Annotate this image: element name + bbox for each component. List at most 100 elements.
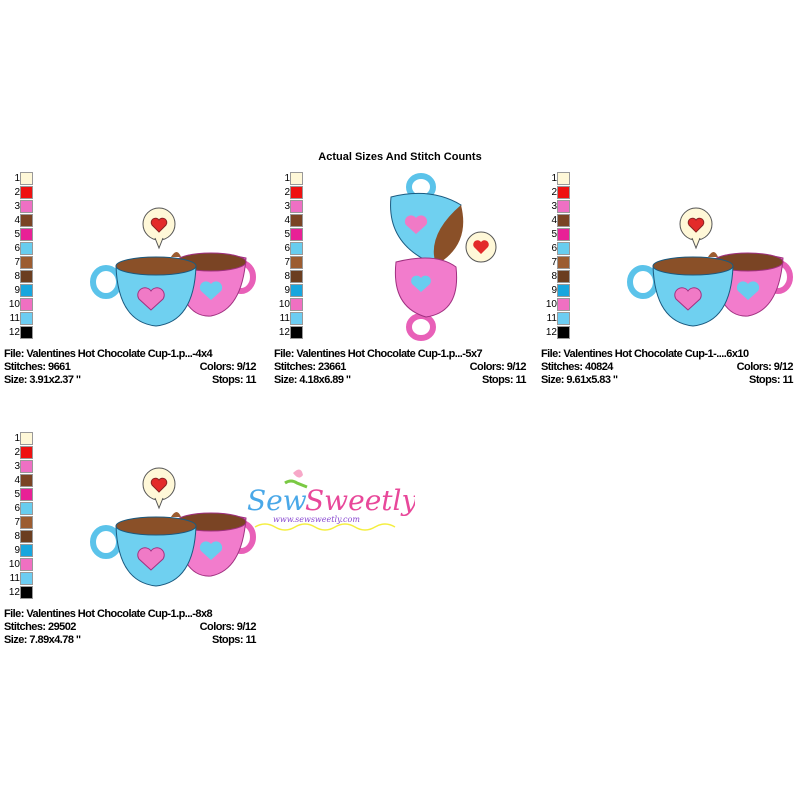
color-box bbox=[557, 186, 570, 199]
file-name: File: Valentines Hot Chocolate Cup-1.p..… bbox=[274, 348, 483, 360]
stitch-count: Stitches: 9661 bbox=[4, 361, 71, 373]
color-swatch: 12 bbox=[274, 326, 304, 339]
color-swatch: 6 bbox=[274, 242, 304, 255]
color-swatch: 6 bbox=[541, 242, 571, 255]
color-number: 1 bbox=[14, 173, 20, 184]
design-preview bbox=[81, 202, 261, 337]
color-box bbox=[557, 172, 570, 185]
color-number: 3 bbox=[14, 461, 20, 472]
color-swatch: 7 bbox=[4, 516, 34, 529]
color-number: 4 bbox=[284, 215, 290, 226]
color-box bbox=[290, 256, 303, 269]
color-swatch: 4 bbox=[4, 474, 34, 487]
color-swatch: 11 bbox=[274, 312, 304, 325]
color-swatch: 7 bbox=[541, 256, 571, 269]
color-swatch: 11 bbox=[541, 312, 571, 325]
color-box bbox=[20, 558, 33, 571]
color-number: 7 bbox=[14, 517, 20, 528]
color-swatch: 9 bbox=[4, 544, 34, 557]
design-size: Size: 3.91x2.37 " bbox=[4, 374, 81, 386]
color-box bbox=[557, 242, 570, 255]
design-preview bbox=[618, 202, 798, 337]
color-number: 3 bbox=[284, 201, 290, 212]
stop-count: Stops: 11 bbox=[212, 374, 257, 386]
color-swatch: 5 bbox=[274, 228, 304, 241]
design-info: File: Valentines Hot Chocolate Cup-1.p..… bbox=[274, 348, 527, 387]
color-swatch: 3 bbox=[4, 460, 34, 473]
design-panel-1: 1 2 3 4 5 6 7 8 9 10 11 12 bbox=[4, 172, 261, 386]
color-count: Colors: 9/12 bbox=[736, 361, 794, 373]
color-number: 6 bbox=[551, 243, 557, 254]
color-box bbox=[20, 298, 33, 311]
color-box bbox=[20, 586, 33, 599]
color-swatch: 5 bbox=[4, 488, 34, 501]
color-box bbox=[290, 200, 303, 213]
blue-cup bbox=[627, 252, 734, 327]
color-number: 7 bbox=[284, 257, 290, 268]
color-number: 5 bbox=[284, 229, 290, 240]
color-number: 8 bbox=[14, 271, 20, 282]
color-count: Colors: 9/12 bbox=[199, 621, 257, 633]
color-number: 1 bbox=[551, 173, 557, 184]
color-box bbox=[20, 172, 33, 185]
color-box bbox=[20, 284, 33, 297]
color-box bbox=[557, 312, 570, 325]
speech-bubble-heart bbox=[142, 467, 176, 510]
color-swatch: 4 bbox=[274, 214, 304, 227]
color-box bbox=[557, 256, 570, 269]
stitch-count: Stitches: 23661 bbox=[274, 361, 346, 373]
color-box bbox=[290, 326, 303, 339]
color-swatch: 3 bbox=[541, 200, 571, 213]
color-swatch: 12 bbox=[4, 586, 34, 599]
color-number: 8 bbox=[284, 271, 290, 282]
color-box bbox=[20, 544, 33, 557]
color-number: 12 bbox=[278, 327, 290, 338]
file-name: File: Valentines Hot Chocolate Cup-1.p..… bbox=[4, 348, 213, 360]
color-box bbox=[290, 284, 303, 297]
color-box bbox=[20, 460, 33, 473]
color-number: 9 bbox=[284, 285, 290, 296]
color-number: 1 bbox=[284, 173, 290, 184]
color-swatch: 5 bbox=[4, 228, 34, 241]
color-number: 2 bbox=[14, 187, 20, 198]
color-count: Colors: 9/12 bbox=[469, 361, 527, 373]
color-number: 12 bbox=[8, 327, 20, 338]
color-number: 5 bbox=[551, 229, 557, 240]
color-number: 8 bbox=[551, 271, 557, 282]
file-name: File: Valentines Hot Chocolate Cup-1.p..… bbox=[4, 608, 213, 620]
color-box bbox=[20, 214, 33, 227]
svg-text:www.sewsweetly.com: www.sewsweetly.com bbox=[273, 515, 360, 524]
color-box bbox=[290, 242, 303, 255]
color-box bbox=[290, 312, 303, 325]
color-box bbox=[20, 474, 33, 487]
color-number: 10 bbox=[8, 299, 20, 310]
color-number: 8 bbox=[14, 531, 20, 542]
color-box bbox=[290, 172, 303, 185]
color-swatch: 7 bbox=[274, 256, 304, 269]
color-swatch: 3 bbox=[4, 200, 34, 213]
color-box bbox=[20, 186, 33, 199]
color-box bbox=[20, 242, 33, 255]
color-number: 5 bbox=[14, 489, 20, 500]
color-box bbox=[20, 256, 33, 269]
color-swatch: 1 bbox=[4, 172, 34, 185]
color-number: 5 bbox=[14, 229, 20, 240]
color-swatch: 2 bbox=[4, 446, 34, 459]
design-panel-2: 1 2 3 4 5 6 7 8 9 10 11 12 bbox=[274, 172, 530, 386]
blue-cup bbox=[390, 173, 464, 266]
design-panel-4: 1 2 3 4 5 6 7 8 9 10 11 12 bbox=[4, 432, 260, 646]
color-swatch: 2 bbox=[4, 186, 34, 199]
stop-count: Stops: 11 bbox=[212, 634, 257, 646]
sew-sweetly-watermark-logo: Sew Sweetly www.sewsweetly.com bbox=[247, 469, 415, 531]
pink-cup bbox=[394, 257, 458, 341]
color-number: 3 bbox=[14, 201, 20, 212]
color-box bbox=[20, 228, 33, 241]
file-name: File: Valentines Hot Chocolate Cup-1-...… bbox=[541, 348, 749, 360]
color-box bbox=[20, 446, 33, 459]
design-info: File: Valentines Hot Chocolate Cup-1.p..… bbox=[4, 348, 257, 387]
stitch-count: Stitches: 40824 bbox=[541, 361, 613, 373]
blue-cup bbox=[90, 512, 197, 587]
color-box bbox=[557, 326, 570, 339]
color-number: 1 bbox=[14, 433, 20, 444]
color-swatch: 9 bbox=[274, 284, 304, 297]
